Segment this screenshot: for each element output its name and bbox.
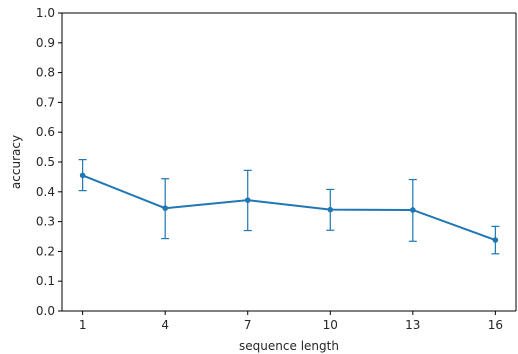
data-point — [79, 172, 86, 179]
x-axis-label: sequence length — [239, 339, 339, 353]
data-point — [244, 197, 251, 203]
y-tick-label: 0.5 — [36, 155, 55, 169]
y-tick-label: 0.1 — [36, 274, 55, 288]
y-axis-label: accuracy — [9, 135, 23, 189]
y-tick-label: 0.3 — [36, 215, 55, 229]
x-tick-label: 16 — [488, 318, 503, 332]
data-point — [410, 207, 416, 213]
y-axis-ticks: 0.0 0.1 0.2 0.3 0.4 0.5 0.6 0.7 0.8 0.9 1.0 — [36, 6, 62, 318]
data-point — [162, 205, 168, 211]
x-tick-label: 1 — [79, 318, 87, 332]
y-tick-label: 0.2 — [36, 244, 55, 258]
x-axis-ticks: 1 4 7 10 13 16 — [79, 311, 503, 332]
data-point — [492, 237, 499, 243]
x-tick-label: 4 — [161, 318, 169, 332]
y-tick-label: 0.9 — [36, 36, 55, 50]
y-tick-label: 0.4 — [36, 185, 55, 199]
series-line — [82, 174, 496, 242]
data-point — [327, 206, 334, 213]
x-tick-label: 10 — [323, 318, 338, 332]
series-layer — [78, 159, 500, 255]
x-tick-label: 7 — [244, 318, 252, 332]
y-tick-label: 0.7 — [36, 95, 55, 109]
x-tick-label: 13 — [405, 318, 420, 332]
y-tick-label: 0.8 — [36, 66, 55, 80]
y-tick-label: 1.0 — [36, 6, 55, 20]
y-tick-label: 0.6 — [36, 125, 55, 139]
y-tick-label: 0.0 — [36, 304, 55, 318]
plot-area — [61, 12, 517, 312]
